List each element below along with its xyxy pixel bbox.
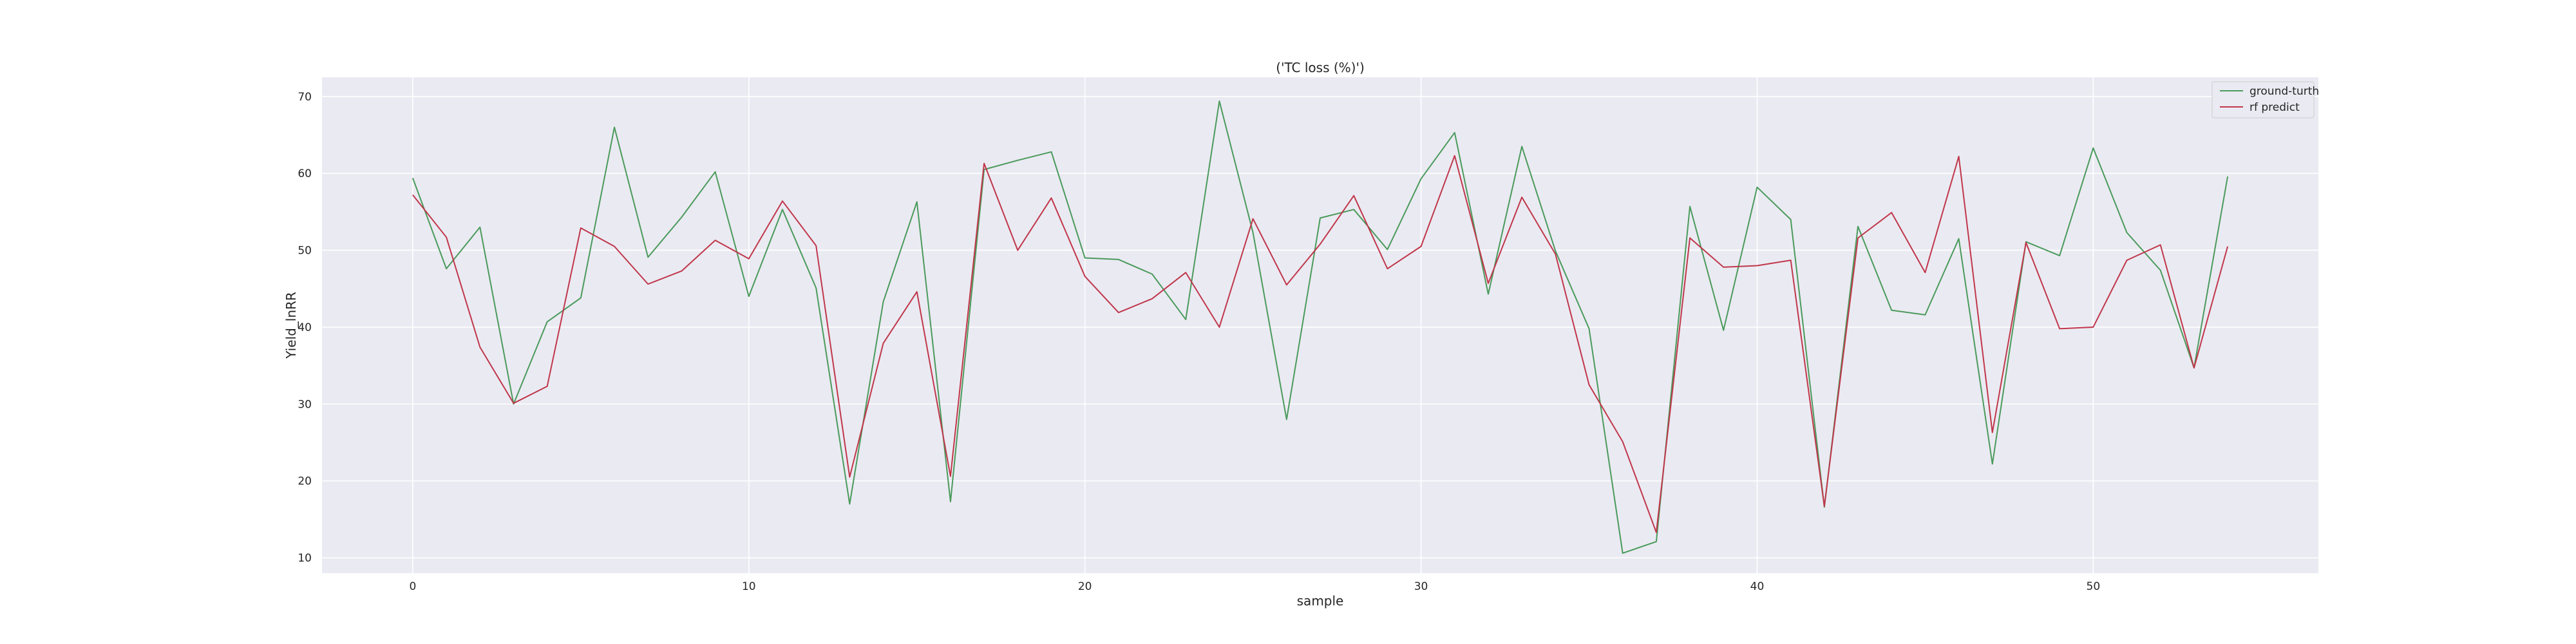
y-tick-label: 40: [298, 321, 312, 334]
y-tick-label: 60: [298, 167, 312, 180]
x-tick-label: 30: [1414, 580, 1428, 593]
y-axis-label: Yield_lnRR: [283, 292, 299, 359]
series-lines: [412, 100, 2229, 554]
x-tick-labels: 0 10 20 30 40 50: [409, 580, 2100, 593]
plot-background: [322, 77, 2318, 573]
legend-label-rf-predict: rf predict: [2249, 101, 2300, 114]
y-tick-label: 50: [298, 245, 312, 258]
x-tick-label: 40: [1750, 580, 1765, 593]
y-tick-label: 70: [298, 91, 312, 104]
series-line-ground-turth: [412, 100, 2229, 554]
x-axis-label: sample: [1297, 593, 1344, 609]
x-tick-label: 50: [2087, 580, 2101, 593]
chart-title: ('TC loss (%)'): [1276, 60, 1365, 75]
x-tick-label: 20: [1078, 580, 1092, 593]
grid-lines: [322, 77, 2318, 573]
legend-label-ground-turth: ground-turth: [2249, 85, 2319, 98]
legend: ground-turth rf predict: [2211, 81, 2319, 118]
y-tick-label: 10: [298, 552, 312, 565]
y-tick-label: 30: [298, 398, 312, 411]
series-line-rf-predict: [412, 155, 2229, 533]
x-tick-label: 0: [409, 580, 416, 593]
x-tick-label: 10: [742, 580, 756, 593]
y-tick-label: 20: [298, 475, 312, 488]
y-tick-labels: 10 20 30 40 50 60 70: [298, 91, 312, 565]
